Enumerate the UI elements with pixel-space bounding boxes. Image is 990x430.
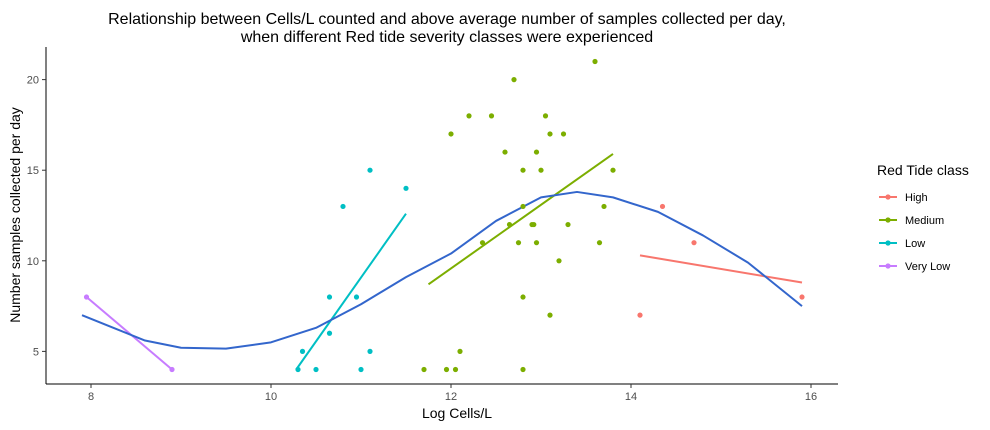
data-point-medium (452, 366, 459, 373)
y-tick-label: 15 (27, 165, 39, 177)
chart-title-line-1: Relationship between Cells/L counted and… (108, 11, 786, 28)
x-tick-label: 12 (445, 391, 457, 403)
legend-label: Low (905, 238, 925, 250)
data-point-medium (421, 366, 427, 373)
x-tick-label: 8 (88, 391, 94, 403)
data-point-medium (448, 131, 454, 137)
data-point-medium (520, 294, 526, 300)
legend-label: Very Low (905, 261, 950, 273)
data-point-medium (538, 167, 544, 173)
x-tick-label: 16 (805, 391, 817, 403)
data-point-medium (556, 258, 562, 264)
data-point-high (637, 312, 643, 318)
data-point-high (691, 240, 697, 246)
data-point-medium (547, 131, 553, 137)
legend-item-high: High (879, 192, 928, 204)
data-point-medium (565, 221, 571, 228)
smooth-curve (81, 190, 803, 350)
data-point-medium (533, 149, 540, 155)
data-point-low (299, 348, 306, 354)
data-point-low (353, 294, 360, 300)
legend-key-point (885, 217, 891, 223)
chart-title-line-2: when different Red tide severity classes… (240, 29, 653, 46)
data-point-medium (520, 366, 526, 373)
legend: Red Tide class High Medium Low Very Low (877, 162, 969, 273)
data-point-high (799, 294, 805, 300)
legend-item-very-low: Very Low (879, 261, 950, 273)
data-point-low (403, 185, 409, 191)
data-point-medium (466, 113, 472, 119)
legend-label: High (905, 192, 928, 204)
data-point-medium (511, 77, 517, 83)
data-point-low (326, 294, 333, 300)
y-axis-ticks: 5 10 15 20 (27, 75, 46, 358)
data-point-low (313, 366, 319, 373)
y-tick-label: 5 (33, 346, 39, 358)
fit-line-high (639, 254, 803, 284)
data-point-medium (488, 113, 495, 119)
data-point-medium (596, 240, 603, 246)
data-point-medium (601, 203, 607, 210)
data-point-medium (479, 240, 486, 246)
data-point-low (326, 330, 333, 336)
data-point-medium (610, 167, 616, 173)
data-point-medium (520, 203, 526, 210)
data-point-medium (457, 348, 463, 354)
data-point-low (295, 366, 301, 373)
data-point-medium (506, 221, 513, 228)
x-tick-label: 14 (625, 391, 637, 403)
data-point-very-low (169, 366, 175, 373)
data-point-medium (443, 366, 450, 373)
fit-line-low (295, 213, 407, 371)
data-point-medium (542, 113, 549, 119)
data-point-high (659, 203, 666, 210)
legend-item-low: Low (879, 238, 925, 250)
data-point-very-low (83, 294, 90, 300)
plot-area (81, 58, 805, 373)
y-tick-label: 10 (27, 256, 39, 268)
legend-key-point (885, 194, 891, 200)
data-point-low (358, 366, 364, 373)
data-point-medium (531, 221, 537, 228)
data-point-medium (592, 58, 598, 65)
data-point-medium (547, 312, 553, 318)
legend-title: Red Tide class (877, 162, 969, 178)
x-axis-title: Log Cells/L (422, 405, 492, 421)
legend-item-medium: Medium (879, 215, 944, 227)
data-point-medium (502, 149, 508, 155)
x-axis-ticks: 8 10 12 14 16 (88, 384, 817, 403)
x-tick-label: 10 (265, 391, 277, 403)
data-point-medium (515, 240, 522, 246)
legend-key-point (885, 240, 891, 246)
y-tick-label: 20 (27, 75, 39, 87)
y-axis-title: Number samples collected per day (7, 107, 23, 323)
legend-items: High Medium Low Very Low (879, 192, 950, 273)
data-point-medium (560, 131, 567, 137)
data-point-low (340, 203, 346, 210)
data-point-medium (520, 167, 526, 173)
data-point-low (367, 167, 373, 173)
legend-key-point (885, 263, 891, 269)
data-point-medium (533, 240, 540, 246)
fit-line-medium (427, 153, 614, 286)
legend-label: Medium (905, 215, 944, 227)
data-point-low (367, 348, 373, 354)
